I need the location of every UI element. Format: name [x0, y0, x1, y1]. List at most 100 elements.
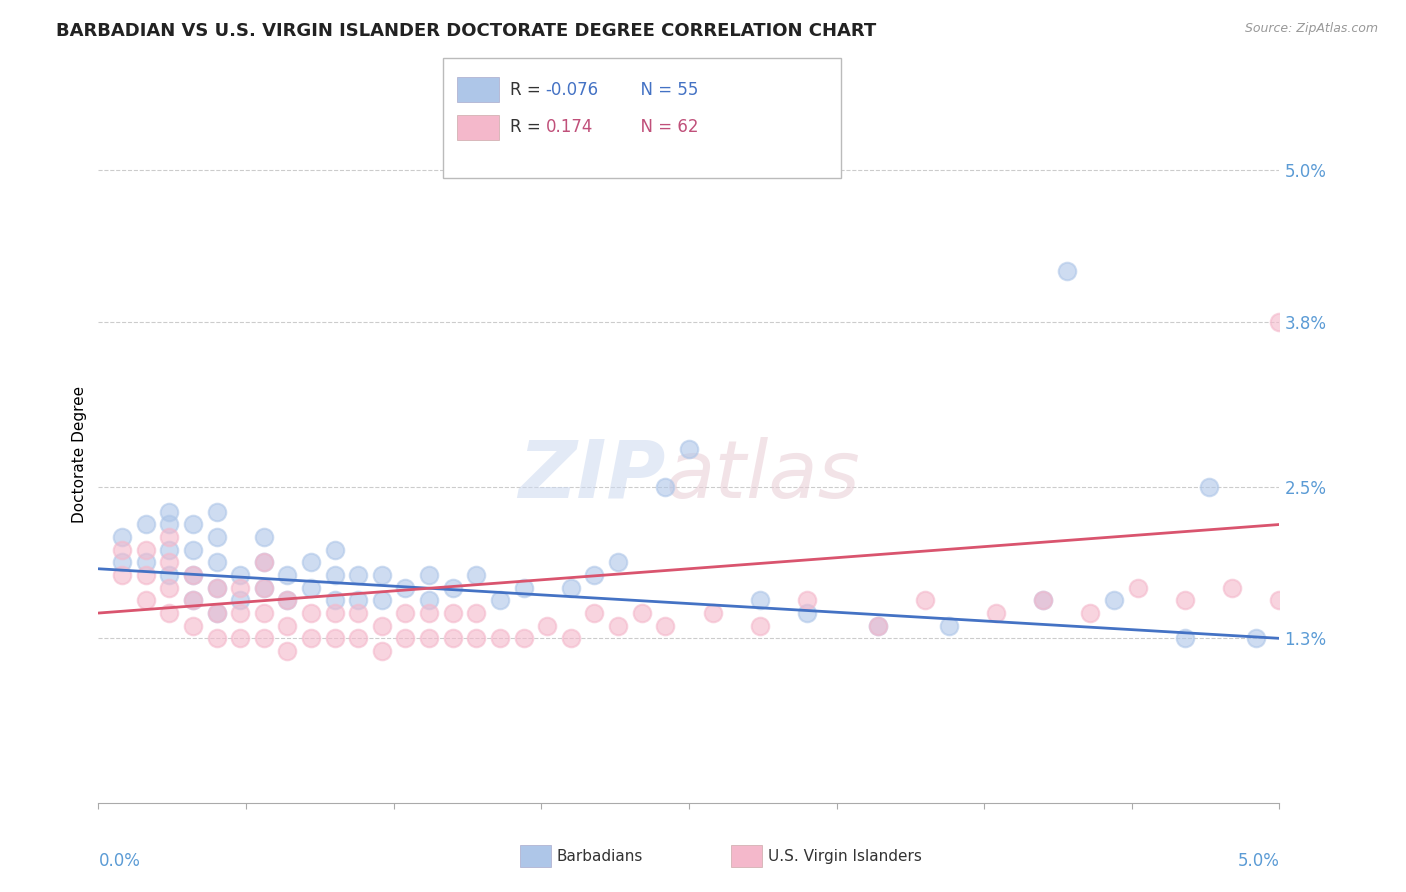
Point — [702, 606, 724, 620]
Point — [1174, 632, 1197, 646]
Point — [229, 581, 252, 595]
Point — [181, 618, 204, 632]
Point — [181, 568, 204, 582]
Point — [299, 581, 322, 595]
Point — [1198, 479, 1220, 493]
Point — [1220, 581, 1243, 595]
Point — [536, 618, 558, 632]
Point — [157, 556, 180, 570]
Point — [135, 542, 157, 557]
Point — [135, 517, 157, 532]
Point — [1126, 581, 1149, 595]
Point — [181, 593, 204, 607]
Point — [796, 606, 818, 620]
Point — [299, 556, 322, 570]
Point — [371, 568, 394, 582]
Point — [135, 556, 157, 570]
Point — [229, 568, 252, 582]
Point — [181, 542, 204, 557]
Point — [157, 606, 180, 620]
Point — [205, 581, 228, 595]
Point — [489, 593, 512, 607]
Point — [465, 568, 488, 582]
Point — [253, 556, 276, 570]
Point — [276, 593, 298, 607]
Point — [253, 581, 276, 595]
Point — [394, 581, 416, 595]
Point — [111, 542, 134, 557]
Point — [654, 618, 676, 632]
Point — [371, 618, 394, 632]
Point — [512, 581, 534, 595]
Point — [441, 581, 464, 595]
Text: atlas: atlas — [665, 437, 860, 515]
Point — [253, 606, 276, 620]
Point — [323, 593, 346, 607]
Point — [394, 632, 416, 646]
Point — [253, 632, 276, 646]
Text: 0.174: 0.174 — [546, 118, 593, 136]
Point — [866, 618, 889, 632]
Point — [1268, 593, 1291, 607]
Point — [347, 568, 370, 582]
Point — [181, 517, 204, 532]
Point — [181, 593, 204, 607]
Point — [347, 632, 370, 646]
Point — [205, 505, 228, 519]
Point — [560, 632, 582, 646]
Point — [205, 632, 228, 646]
Point — [111, 530, 134, 544]
Point — [678, 442, 700, 456]
Text: Barbadians: Barbadians — [557, 849, 643, 863]
Point — [1268, 315, 1291, 329]
Point — [371, 593, 394, 607]
Point — [111, 556, 134, 570]
Text: 5.0%: 5.0% — [1237, 852, 1279, 870]
Point — [418, 568, 440, 582]
Point — [347, 606, 370, 620]
Point — [157, 581, 180, 595]
Point — [560, 581, 582, 595]
Point — [607, 556, 630, 570]
Point — [583, 568, 606, 582]
Point — [1032, 593, 1054, 607]
Text: R =: R = — [510, 118, 547, 136]
Point — [418, 593, 440, 607]
Point — [984, 606, 1007, 620]
Point — [489, 632, 512, 646]
Point — [323, 606, 346, 620]
Point — [1102, 593, 1125, 607]
Point — [748, 618, 770, 632]
Text: N = 55: N = 55 — [630, 80, 699, 99]
Point — [229, 632, 252, 646]
Text: Source: ZipAtlas.com: Source: ZipAtlas.com — [1244, 22, 1378, 36]
Point — [347, 593, 370, 607]
Point — [394, 606, 416, 620]
Point — [276, 618, 298, 632]
Point — [157, 542, 180, 557]
Text: U.S. Virgin Islanders: U.S. Virgin Islanders — [768, 849, 921, 863]
Point — [465, 606, 488, 620]
Point — [938, 618, 960, 632]
Point — [418, 632, 440, 646]
Point — [299, 632, 322, 646]
Point — [276, 593, 298, 607]
Point — [441, 632, 464, 646]
Point — [111, 568, 134, 582]
Point — [654, 479, 676, 493]
Point — [205, 606, 228, 620]
Point — [1080, 606, 1102, 620]
Y-axis label: Doctorate Degree: Doctorate Degree — [72, 386, 87, 524]
Text: R =: R = — [510, 80, 547, 99]
Text: -0.076: -0.076 — [546, 80, 599, 99]
Point — [205, 606, 228, 620]
Point — [276, 644, 298, 658]
Point — [1032, 593, 1054, 607]
Point — [607, 618, 630, 632]
Point — [371, 644, 394, 658]
Text: N = 62: N = 62 — [630, 118, 699, 136]
Point — [229, 606, 252, 620]
Point — [253, 556, 276, 570]
Point — [465, 632, 488, 646]
Point — [299, 606, 322, 620]
